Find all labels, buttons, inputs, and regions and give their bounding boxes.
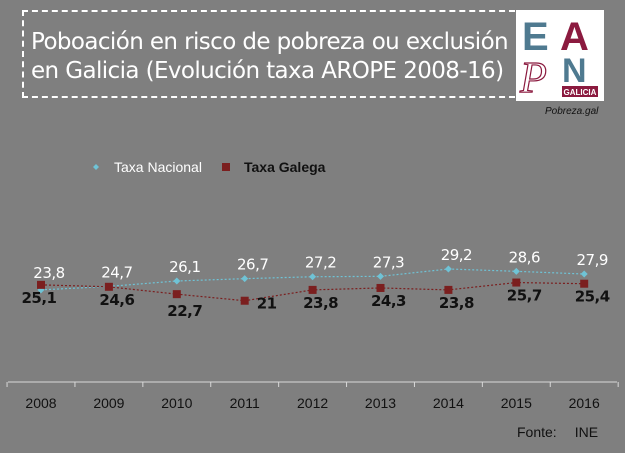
x-tick-label: 2012	[297, 395, 328, 411]
data-label: 22,7	[167, 302, 202, 320]
x-tick-label: 2011	[230, 395, 260, 411]
data-point	[308, 285, 317, 294]
data-label: 29,2	[441, 246, 472, 264]
legend-marker	[93, 164, 99, 170]
data-point	[104, 282, 113, 291]
data-point	[512, 278, 521, 287]
svg-text:N: N	[562, 52, 587, 90]
legend-label: Taxa Galega	[244, 159, 326, 175]
data-label: 25,1	[21, 289, 56, 307]
footer-value: INE	[574, 424, 599, 440]
svg-text:P: P	[519, 53, 547, 101]
footer-source: Fonte: INE	[517, 424, 598, 440]
svg-text:GALICIA: GALICIA	[564, 88, 597, 97]
legend-marker	[222, 163, 230, 171]
data-label: 25,7	[507, 287, 542, 305]
series-line-0	[40, 268, 585, 291]
eapn-logo: E A P N GALICIA	[516, 10, 604, 103]
data-point	[172, 290, 181, 299]
chart-title: Poboación en risco de pobreza ou exclusi…	[31, 28, 509, 86]
data-label: 24,3	[371, 292, 406, 310]
x-tick-label: 2009	[93, 395, 124, 411]
data-point	[580, 270, 588, 278]
svg-text:E: E	[522, 15, 549, 59]
data-label: 24,7	[101, 263, 132, 281]
data-label: 23,8	[303, 294, 338, 312]
data-point	[37, 280, 45, 289]
data-label: 23,8	[439, 294, 474, 312]
data-point	[512, 267, 520, 275]
data-point	[580, 279, 589, 288]
data-label: 28,6	[509, 248, 540, 266]
data-point	[444, 285, 453, 294]
data-label: 27,9	[576, 251, 607, 269]
x-tick-label: 2015	[501, 395, 532, 411]
data-point	[240, 296, 249, 305]
legend: Taxa Nacional Taxa Galega	[93, 159, 326, 175]
footer-label: Fonte:	[517, 424, 557, 440]
data-point	[309, 273, 317, 281]
title-line-2: en Galicia (Evolución taxa AROPE 2008-16…	[31, 58, 504, 84]
data-point	[377, 272, 384, 280]
title-line-1: Poboación en risco de pobreza ou exclusi…	[31, 29, 509, 55]
title-box	[22, 10, 515, 98]
data-label: 27,3	[373, 253, 404, 271]
x-tick-label: 2016	[569, 395, 600, 411]
data-label: 24,6	[99, 291, 134, 309]
data-label: 21	[257, 295, 277, 313]
data-label: 26,1	[169, 258, 200, 276]
x-tick-label: 2013	[365, 395, 396, 411]
svg-text:A: A	[560, 15, 589, 59]
x-tick-label: 2010	[161, 395, 192, 411]
x-tick-label: 2014	[433, 395, 464, 411]
data-label: 23,8	[33, 264, 64, 282]
data-label: 25,4	[575, 288, 610, 306]
data-point	[173, 277, 181, 285]
x-tick-label: 2008	[25, 395, 56, 411]
data-label: 27,2	[305, 254, 336, 272]
data-point	[444, 265, 452, 273]
data-point	[376, 283, 385, 292]
legend-label: Taxa Nacional	[114, 159, 202, 175]
source-site: Pobreza.gal	[545, 106, 599, 117]
data-point	[241, 275, 249, 283]
data-label: 26,7	[237, 256, 268, 274]
